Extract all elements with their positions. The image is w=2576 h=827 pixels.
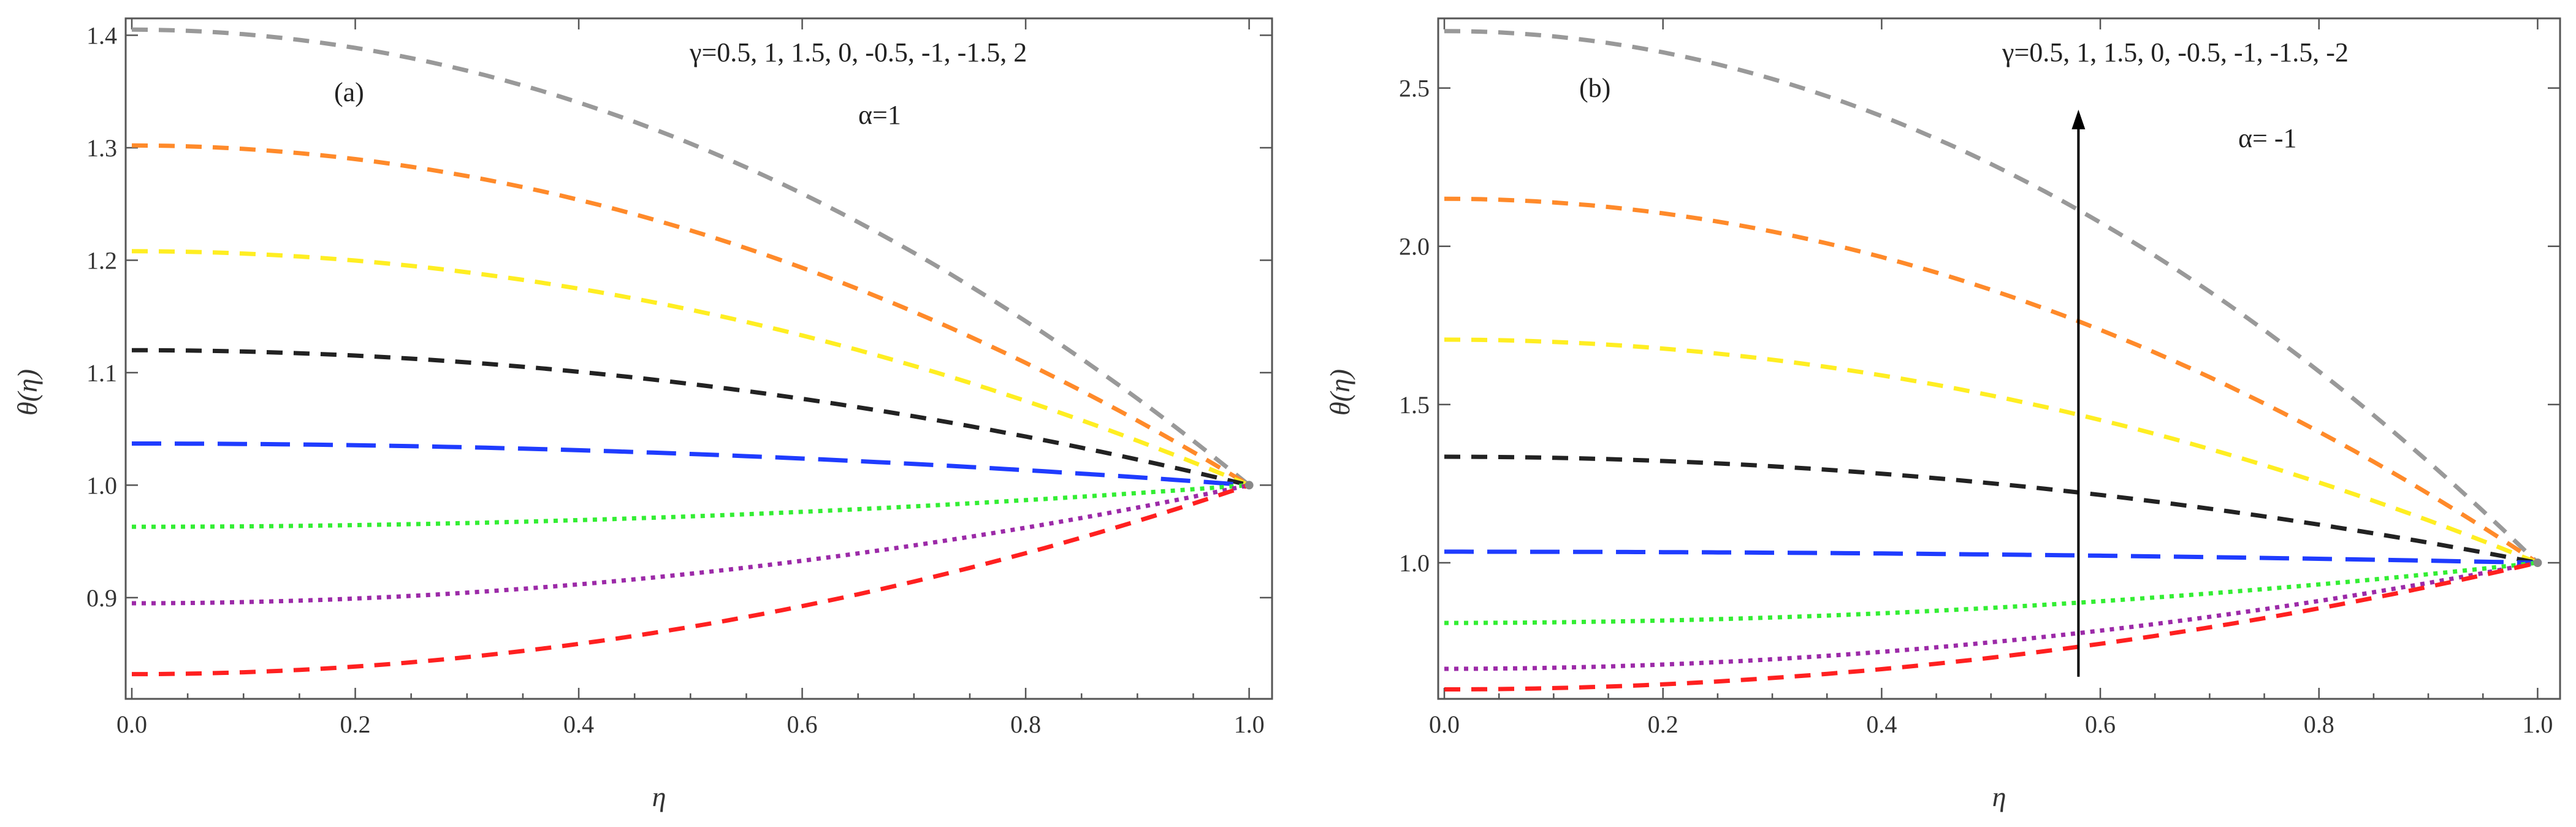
x-tick-label: 0.8 xyxy=(2304,711,2334,738)
axis-ticks: 0.0 0.2 0.4 0.6 0.8 1.0 1.0 1.5 2.0 2.5 xyxy=(1399,18,2560,738)
x-tick-label: 0.6 xyxy=(787,711,818,738)
alpha-annotation: α= -1 xyxy=(2238,123,2297,153)
curve-red xyxy=(1444,560,2539,692)
chart-panel-a: 0.0 0.2 0.4 0.6 0.8 1.0 0.9 1.0 1.1 1.2 1.3 1.4 (a)… xyxy=(12,17,1273,812)
plot-frame xyxy=(124,17,1273,700)
x-tick-label: 0.2 xyxy=(340,711,371,738)
x-tick-label: 0.8 xyxy=(1010,711,1041,738)
curve-green xyxy=(132,482,1249,529)
y-tick-label: 1.3 xyxy=(86,134,117,162)
trend-arrow-head xyxy=(2071,109,2086,129)
x-tick-label: 0.4 xyxy=(563,711,594,738)
chart-panel-b: 0.0 0.2 0.4 0.6 0.8 1.0 1.0 1.5 2.0 2.5 (b) γ=0.5… xyxy=(1288,0,2576,827)
plot-frame xyxy=(1437,17,2561,700)
y-axis-label: θ(η) xyxy=(1324,369,1355,416)
gamma-annotation: γ=0.5, 1, 1.5, 0, -0.5, -1, -1.5, 2 xyxy=(689,37,1027,67)
x-tick-label: 0.6 xyxy=(2085,711,2116,738)
curve-yellow xyxy=(131,249,1250,487)
y-tick-label: 1.0 xyxy=(1399,549,1430,577)
curve-green xyxy=(1444,560,2538,625)
panel-label: (b) xyxy=(1579,73,1610,103)
x-tick-label: 0.0 xyxy=(116,711,147,738)
curves xyxy=(1444,29,2542,692)
y-tick-label: 0.9 xyxy=(86,584,117,612)
curve-purple xyxy=(1444,560,2539,671)
curve-yellow xyxy=(1444,337,2539,565)
curve-orange xyxy=(131,143,1251,487)
curve-red xyxy=(132,483,1250,677)
curve-gray xyxy=(131,27,1251,487)
convergence-point xyxy=(1244,481,1254,490)
curve-blue xyxy=(132,441,1249,487)
alpha-annotation: α=1 xyxy=(858,100,901,130)
chart-b-svg: 0.0 0.2 0.4 0.6 0.8 1.0 1.0 1.5 2.0 2.5 (b) γ=0.5… xyxy=(1324,17,2561,812)
x-tick-label: 0.0 xyxy=(1429,711,1460,738)
curve-orange xyxy=(1444,196,2539,565)
y-tick-label: 1.1 xyxy=(86,359,117,387)
y-tick-label: 1.4 xyxy=(86,22,117,50)
curve-blue xyxy=(1444,549,2538,565)
gamma-annotation: γ=0.5, 1, 1.5, 0, -0.5, -1, -1.5, -2 xyxy=(2002,37,2349,67)
x-tick-label: 1.0 xyxy=(2522,711,2553,738)
x-tick-label: 0.4 xyxy=(1866,711,1897,738)
y-axis-label: θ(η) xyxy=(12,369,43,416)
y-tick-label: 1.0 xyxy=(86,471,117,499)
y-tick-label: 1.2 xyxy=(86,246,117,274)
x-axis-label: η xyxy=(652,781,666,812)
chart-a-svg: 0.0 0.2 0.4 0.6 0.8 1.0 0.9 1.0 1.1 1.2 1.3 1.4 (a)… xyxy=(12,17,1273,812)
panel-label: (a) xyxy=(334,77,364,107)
curve-gray xyxy=(1444,29,2539,565)
convergence-point xyxy=(2533,558,2542,567)
curves xyxy=(131,27,1254,677)
y-tick-label: 2.5 xyxy=(1399,75,1430,102)
axis-ticks: 0.0 0.2 0.4 0.6 0.8 1.0 0.9 1.0 1.1 1.2 1.3 1.4 xyxy=(86,18,1272,738)
y-tick-label: 2.0 xyxy=(1399,233,1430,261)
curve-purple xyxy=(132,482,1250,606)
x-axis-label: η xyxy=(1992,781,2006,812)
x-tick-label: 1.0 xyxy=(1234,711,1265,738)
curve-black xyxy=(1444,454,2539,565)
y-tick-label: 1.5 xyxy=(1399,391,1430,419)
x-tick-label: 0.2 xyxy=(1648,711,1679,738)
curve-black xyxy=(131,348,1250,487)
